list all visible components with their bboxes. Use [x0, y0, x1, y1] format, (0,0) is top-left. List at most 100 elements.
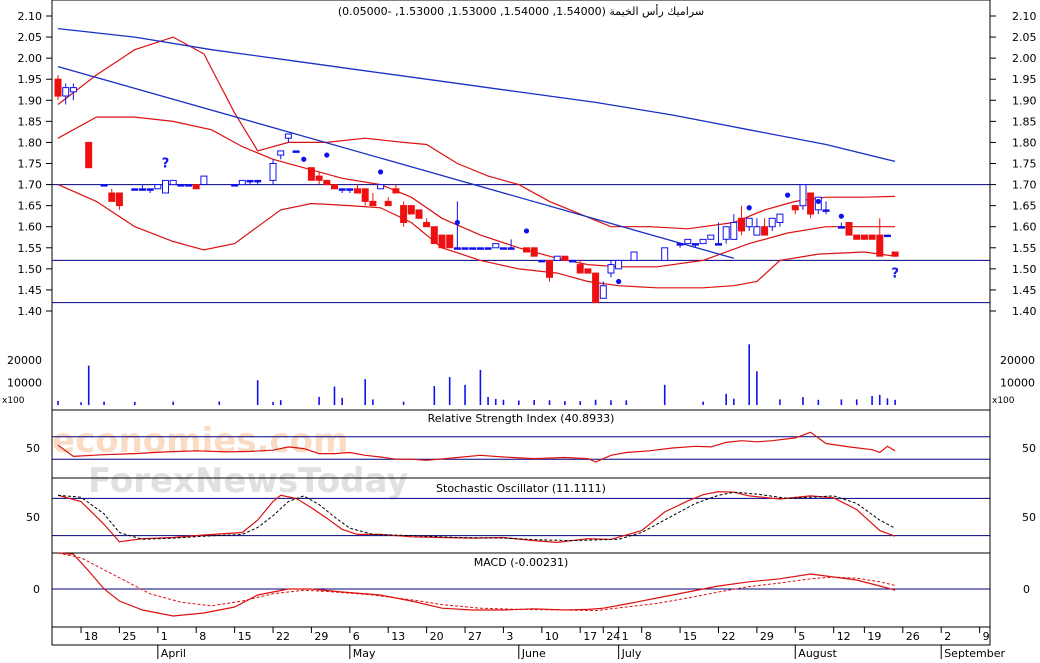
signal-markers: ??	[162, 152, 899, 285]
candle-body	[423, 222, 431, 228]
date-tick-label: 13	[391, 630, 405, 643]
date-tick-label: 26	[906, 630, 920, 643]
candle-body	[576, 264, 584, 274]
candle-body	[799, 184, 807, 207]
date-tick-label: 5	[798, 630, 805, 643]
volume-multiplier-right: x100	[992, 396, 1015, 406]
price-tick-label-right: 1.55	[1012, 242, 1037, 255]
candle-body	[246, 179, 254, 183]
candle-body	[707, 234, 715, 240]
date-tick-label: 8	[199, 630, 206, 643]
candle-body	[192, 184, 200, 190]
price-tick-label-left: 1.90	[18, 94, 43, 107]
price-tick-label-left: 1.50	[18, 263, 43, 276]
date-tick-label: 19	[867, 630, 881, 643]
candle-body	[284, 133, 292, 139]
price-tick-label-left: 1.55	[18, 242, 43, 255]
price-tick-label-right: 1.95	[1012, 73, 1037, 86]
candle-body	[453, 247, 461, 250]
date-tick-label: 6	[353, 630, 360, 643]
candle-body	[845, 222, 853, 236]
date-tick-label: 10	[545, 630, 559, 643]
stochastic-title: Stochastic Oscillator (11.1111)	[436, 482, 606, 495]
date-tick-label: 27	[468, 630, 482, 643]
candle-body	[292, 150, 300, 153]
candle-body	[361, 188, 369, 202]
candle-body	[738, 217, 745, 232]
price-levels	[52, 184, 990, 304]
candle-body	[584, 268, 592, 274]
price-axis-left: 2.10 2.05 2.00 1.95 1.90 1.85 1.80 1.75 1.70 1.65…	[18, 10, 52, 318]
price-tick-label-right: 1.75	[1012, 158, 1037, 171]
candle-body	[461, 247, 469, 250]
candle-body	[776, 213, 784, 224]
date-tick-label: 25	[122, 630, 136, 643]
candle-body	[100, 184, 108, 187]
candle-body	[853, 234, 861, 240]
candle-body	[277, 150, 285, 156]
price-tick-label-right: 1.90	[1012, 94, 1037, 107]
candle-body	[837, 226, 845, 229]
candle-body	[753, 226, 761, 236]
date-tick-label: 17	[583, 630, 597, 643]
candle-body	[85, 141, 93, 169]
signal-dot-marker	[838, 213, 844, 219]
price-tick-label-left: 1.40	[18, 305, 43, 318]
price-tick-label-right: 1.70	[1012, 179, 1037, 192]
candle-body	[661, 247, 669, 261]
candle-body	[231, 184, 239, 187]
price-tick-label-left: 1.45	[18, 284, 43, 297]
question-marker: ?	[162, 157, 170, 172]
signal-dot-marker	[746, 205, 752, 211]
volume-bars	[57, 344, 896, 405]
month-label: August	[798, 647, 837, 659]
date-tick-label: 18	[84, 630, 98, 643]
price-tick-label-left: 2.00	[18, 52, 43, 65]
price-tick-label-left: 1.70	[18, 179, 43, 192]
stochastic-tick-left: 50	[26, 511, 40, 524]
candle-body	[400, 205, 408, 224]
candle-body	[630, 251, 638, 261]
candle-body	[200, 175, 208, 186]
price-tick-label-left: 1.85	[18, 115, 43, 128]
candle-body	[768, 217, 776, 228]
bollinger-upper-line	[57, 36, 896, 230]
date-tick-label: 9	[983, 630, 990, 643]
candlesticks	[54, 75, 899, 304]
candle-body	[553, 255, 561, 261]
price-tick-label-left: 1.75	[18, 158, 43, 171]
candle-body	[691, 243, 699, 246]
signal-dot-marker	[454, 219, 460, 226]
price-tick-label-left: 1.80	[18, 136, 43, 149]
candle-body	[730, 222, 738, 240]
rsi-title: Relative Strength Index (40.8933)	[428, 412, 615, 425]
signal-dot-marker	[301, 156, 307, 162]
candle-body	[146, 188, 154, 191]
price-tick-label-left: 1.65	[18, 200, 43, 213]
candle-body	[407, 205, 415, 215]
price-tick-label-right: 1.50	[1012, 263, 1037, 276]
candle-body	[791, 205, 799, 211]
candle-body	[177, 184, 185, 187]
candle-body	[615, 259, 623, 270]
volume-tick-label-left: 10000	[7, 377, 42, 390]
candle-body	[807, 192, 815, 215]
candle-body	[69, 87, 77, 93]
volume-tick-label-right: 10000	[1000, 377, 1035, 390]
date-axis-frame	[51, 626, 991, 646]
signal-dot-marker	[377, 169, 384, 175]
candle-body	[492, 243, 500, 249]
candle-body	[115, 192, 123, 207]
candle-body	[684, 238, 692, 245]
price-tick-label-left: 1.95	[18, 73, 43, 86]
date-tick-label: 20	[430, 630, 444, 643]
candle-body	[699, 238, 707, 245]
candle-body	[745, 217, 753, 228]
candle-body	[430, 226, 438, 245]
moving-average-line	[57, 27, 896, 163]
candle-body	[438, 234, 446, 249]
